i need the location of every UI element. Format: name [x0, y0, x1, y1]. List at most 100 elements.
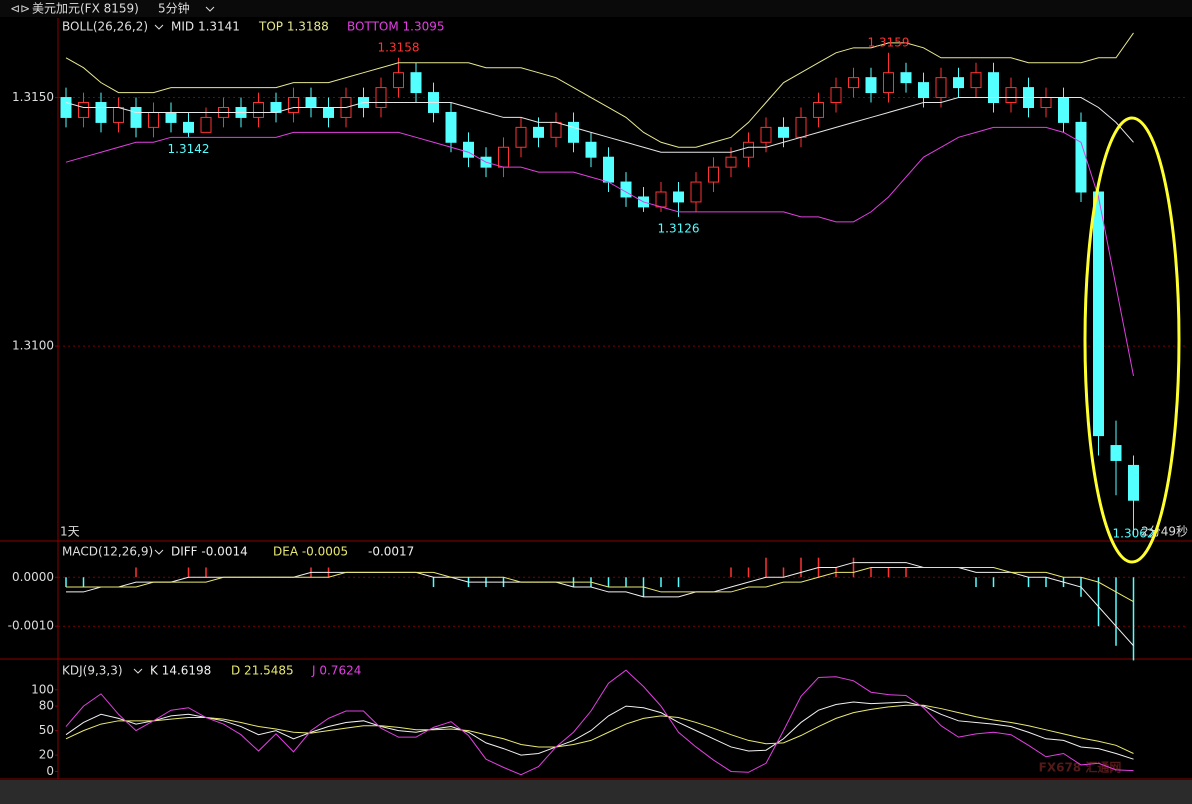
- candle-body: [725, 156, 737, 168]
- candle-body: [288, 97, 299, 113]
- candle-body: [568, 121, 579, 143]
- candle-body: [393, 72, 404, 89]
- y-tick-label: -0.0010: [8, 619, 54, 633]
- candle-body: [953, 77, 964, 89]
- series-line: [66, 566, 1134, 603]
- candle-body: [1040, 97, 1052, 108]
- candle-body: [743, 141, 754, 158]
- y-tick-label: 1.3150: [12, 90, 54, 104]
- candle-body: [148, 111, 159, 128]
- legend-entry: TOP 1.3188: [258, 20, 329, 34]
- candle-body: [130, 106, 142, 128]
- candle-body: [865, 77, 877, 94]
- candle-body: [1128, 464, 1139, 501]
- candle-body: [183, 121, 194, 133]
- candle-body: [848, 77, 859, 89]
- legend-entry: -0.0017: [368, 545, 414, 559]
- plot-layer: 1.3100 1.3150 1.3158 1.3142 1.3126 1.3159 1.30…: [8, 20, 1188, 778]
- extreme-label: 1.3158: [378, 40, 420, 54]
- candle-body: [515, 126, 527, 148]
- candle-body: [708, 166, 719, 183]
- extreme-label: 1.3159: [868, 35, 910, 49]
- panel-title: KDJ(9,3,3): [62, 664, 123, 678]
- legend-entry: J 0.7624: [311, 664, 361, 678]
- candle-body: [200, 116, 212, 133]
- extreme-label: 1.3062: [1113, 527, 1155, 541]
- status-bar: [0, 780, 1192, 804]
- panel-title: BOLL(26,26,2): [62, 20, 148, 34]
- y-tick-label: 20: [39, 748, 54, 762]
- candle-body: [78, 102, 89, 118]
- candle-body: [410, 72, 422, 94]
- candle-body: [690, 181, 702, 203]
- candle-body: [113, 106, 124, 123]
- candle-body: [498, 146, 509, 168]
- y-tick-label: 80: [39, 699, 54, 713]
- candle-body: [550, 121, 562, 138]
- candle-body: [830, 87, 842, 104]
- candle-body: [778, 126, 789, 138]
- legend-entry: MID 1.3141: [171, 20, 240, 34]
- candle-body: [323, 106, 334, 118]
- candle-body: [375, 87, 387, 108]
- toolbar: [0, 0, 1192, 17]
- series-line: [65, 97, 1134, 153]
- candle-body: [1075, 121, 1087, 193]
- y-tick-label: 50: [39, 723, 54, 737]
- candle-body: [918, 82, 929, 99]
- candle-body: [585, 141, 597, 158]
- panel-title: MACD(12,26,9): [62, 545, 153, 559]
- candle-body: [1093, 191, 1104, 437]
- highlight-ellipse: [1083, 116, 1181, 564]
- period-selector[interactable]: 5分钟: [158, 1, 190, 16]
- toolbar-icon[interactable]: ⊲⊳: [10, 2, 30, 16]
- series-line: [65, 704, 1134, 754]
- legend-entry: DIFF -0.0014: [171, 545, 248, 559]
- y-tick-label: 1.3100: [12, 339, 54, 353]
- y-tick-label: 100: [31, 682, 54, 696]
- series-line: [65, 32, 1134, 148]
- dropdown-arrow[interactable]: [133, 668, 143, 674]
- series-line: [65, 701, 1134, 760]
- period-label: 1天: [60, 525, 80, 539]
- candle-body: [795, 116, 807, 138]
- candle-body: [935, 77, 947, 99]
- candle-body: [603, 156, 614, 183]
- candle-body: [988, 72, 999, 104]
- dropdown-arrow[interactable]: [154, 24, 164, 30]
- candle-body: [970, 72, 982, 89]
- candle-body: [760, 126, 772, 143]
- candle-body: [165, 111, 177, 123]
- legend-entry: BOTTOM 1.3095: [347, 20, 445, 34]
- legend-entry: K 14.6198: [150, 664, 211, 678]
- candle-body: [655, 191, 667, 208]
- candle-body: [883, 72, 894, 94]
- candle-body: [60, 97, 72, 118]
- extreme-label: 1.3126: [658, 221, 700, 235]
- series-line: [65, 126, 1134, 377]
- series-line: [65, 669, 1134, 776]
- dropdown-arrow[interactable]: [205, 6, 215, 12]
- extreme-label: 1.3142: [168, 142, 210, 156]
- candle-body: [1058, 97, 1069, 123]
- candle-body: [900, 72, 912, 84]
- y-tick-label: 0.0000: [12, 570, 54, 584]
- candle-body: [673, 191, 684, 203]
- watermark: FX678 汇通网: [1039, 760, 1122, 775]
- candle-body: [95, 102, 107, 123]
- candle-body: [305, 97, 317, 108]
- candle-body: [445, 111, 457, 143]
- candle-body: [253, 102, 264, 118]
- candle-body: [1110, 445, 1122, 461]
- legend-entry: D 21.5485: [231, 664, 294, 678]
- candle-body: [463, 141, 474, 158]
- legend-entry: DEA -0.0005: [273, 545, 348, 559]
- dropdown-arrow[interactable]: [154, 549, 164, 555]
- candle-body: [1005, 87, 1017, 104]
- countdown: 2分49秒: [1141, 525, 1188, 539]
- y-tick-label: 0: [46, 764, 54, 778]
- symbol[interactable]: 美元加元(FX 8159): [32, 2, 139, 16]
